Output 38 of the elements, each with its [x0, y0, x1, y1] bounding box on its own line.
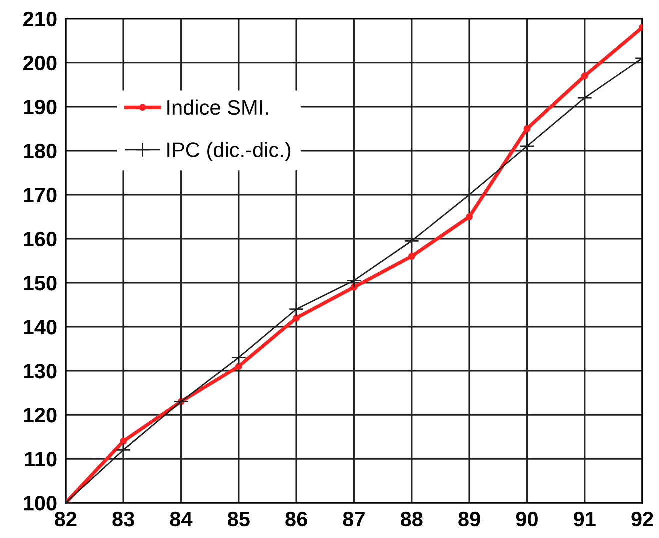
y-tick-label: 150 — [24, 276, 57, 291]
y-tick-label: 160 — [24, 232, 57, 247]
legend-label: Indice SMI. — [168, 100, 268, 116]
y-tick-label: 190 — [24, 100, 57, 115]
x-tick-label: 91 — [574, 512, 596, 527]
x-tick-label: 85 — [228, 512, 250, 527]
point — [116, 442, 132, 458]
legend-label: IPC (dic.-dic.) — [168, 142, 291, 162]
y-tick-label: 100 — [24, 496, 57, 511]
point — [466, 213, 474, 220]
y-tick-label: 120 — [24, 408, 57, 423]
x-tick-label: 82 — [54, 512, 77, 527]
y-tick-label: 210 — [24, 12, 57, 27]
point — [462, 187, 478, 203]
point — [581, 72, 588, 80]
y-tick-label: 200 — [24, 56, 57, 71]
x-tick-label: 84 — [170, 512, 193, 527]
y-tick-label: 130 — [24, 364, 57, 379]
y-tick-label: 110 — [25, 452, 57, 467]
x-tick-label: 87 — [343, 512, 365, 527]
x-tick-label: 86 — [286, 512, 308, 527]
x-tick-label: 88 — [400, 512, 423, 527]
x-tick-label: 89 — [458, 512, 480, 527]
y-tick-label: 170 — [24, 188, 57, 203]
x-tick-label: 83 — [112, 512, 134, 527]
point — [293, 314, 300, 322]
point — [120, 438, 128, 445]
point — [408, 253, 416, 260]
x-tick-label: 90 — [516, 512, 538, 527]
y-tick-label: 180 — [24, 144, 57, 159]
point — [404, 233, 420, 249]
point — [577, 90, 592, 106]
x-tick-label: 92 — [632, 512, 654, 527]
point — [524, 125, 531, 132]
point — [231, 350, 247, 366]
y-tick-label: 140 — [24, 320, 57, 335]
point — [235, 363, 242, 370]
point — [288, 302, 304, 317]
